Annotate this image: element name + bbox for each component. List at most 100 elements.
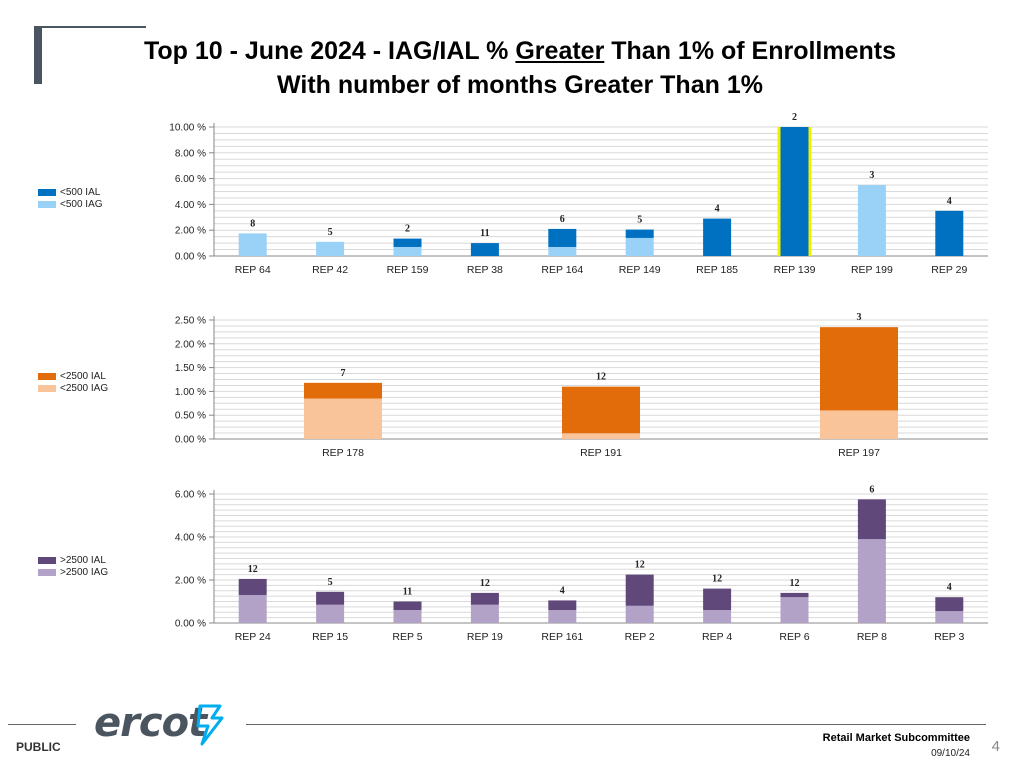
category-label: REP 29 [931, 264, 967, 276]
bar-ial [703, 588, 732, 611]
bar-ial [935, 597, 964, 612]
bar-ial [820, 327, 898, 411]
bar-iag [393, 610, 422, 623]
month-count-label: 3 [869, 170, 874, 181]
category-label: REP 64 [235, 264, 271, 276]
bar-ial [548, 228, 577, 247]
bar-ial [625, 229, 654, 238]
month-count-label: 12 [596, 372, 606, 383]
month-count-label: 2 [405, 224, 410, 235]
legend-item-500-ial: <500 IAL [38, 186, 103, 198]
legend-item-over-2500-ial: >2500 IAL [38, 554, 108, 566]
month-count-label: 8 [250, 218, 255, 229]
category-label: REP 161 [541, 631, 583, 643]
month-count-label: 12 [635, 560, 645, 571]
corner-accent-vertical [34, 28, 42, 84]
legend-swatch-2500-iag [38, 384, 56, 392]
legend-swatch-over-2500-ial [38, 556, 56, 564]
month-count-label: 6 [869, 484, 874, 495]
footer-divider-left [8, 724, 76, 725]
y-tick-label: 2.50 % [175, 316, 206, 327]
y-tick-label: 2.00 % [175, 576, 206, 587]
ercot-lightning-icon [196, 704, 224, 746]
footer-committee: Retail Market Subcommittee [822, 732, 970, 744]
bar-iag [935, 611, 964, 623]
month-count-label: 11 [403, 587, 412, 598]
category-label: REP 149 [619, 264, 661, 276]
month-count-label: 4 [715, 204, 720, 215]
bar-iag [238, 233, 267, 256]
legend-label-2500-iag: <2500 IAG [60, 382, 109, 394]
chart-under-500: 0.00 % 2.00 % 4.00 % 6.00 % 8.00 % 10.00 % 8 RE… [169, 112, 988, 276]
month-count-label: 2 [792, 112, 797, 123]
month-count-label: 12 [248, 564, 258, 575]
month-count-label: 3 [857, 312, 862, 323]
legend-swatch-500-iag [38, 200, 56, 208]
bar-iag [316, 604, 345, 623]
category-label: REP 6 [779, 631, 809, 643]
chart-under-2500: 0.00 % 0.50 % 1.00 % 1.50 % 2.00 % 2.50 % 7 REP… [175, 312, 988, 459]
bar-iag [625, 605, 654, 623]
category-label: REP 2 [625, 631, 655, 643]
y-tick-label: 0.50 % [175, 411, 206, 422]
legend-item-over-2500-iag: >2500 IAG [38, 566, 108, 578]
title-part1: Top 10 - June 2024 - IAG/IAL % [143, 37, 516, 65]
bar-ial [780, 592, 809, 598]
title-part2: Than 1% of Enrollments [604, 37, 897, 65]
category-label: REP 191 [580, 447, 622, 459]
month-count-label: 5 [328, 577, 333, 588]
bar-iag [470, 604, 499, 623]
bar-iag [857, 185, 886, 256]
bar-iag [548, 246, 577, 256]
category-label: REP 164 [541, 264, 583, 276]
month-count-label: 12 [712, 574, 722, 585]
y-tick-label: 8.00 % [175, 148, 206, 159]
chart1-legend: <500 IAL <500 IAG [38, 186, 103, 210]
legend-label-500-ial: <500 IAL [60, 186, 101, 198]
bar-iag [857, 539, 886, 623]
legend-item-500-iag: <500 IAG [38, 198, 103, 210]
bar-ial [304, 382, 382, 399]
category-label: REP 159 [387, 264, 429, 276]
bar-ial [935, 210, 964, 256]
bar-iag [238, 595, 267, 623]
legend-label-2500-ial: <2500 IAL [60, 370, 106, 382]
category-label: REP 42 [312, 264, 348, 276]
bar-ial [703, 218, 732, 256]
month-count-label: 12 [790, 578, 800, 589]
bar-iag [780, 597, 809, 623]
y-tick-label: 4.00 % [175, 533, 206, 544]
y-tick-label: 4.00 % [175, 200, 206, 211]
legend-item-2500-iag: <2500 IAG [38, 382, 108, 394]
bar-iag [304, 398, 382, 439]
month-count-label: 5 [328, 227, 333, 238]
bar-ial [780, 127, 809, 256]
legend-swatch-over-2500-iag [38, 568, 56, 576]
month-count-label: 7 [341, 368, 346, 379]
footer-divider-right [246, 724, 986, 725]
bar-iag [316, 241, 345, 256]
title-line2: With number of months Greater Than 1% [277, 71, 763, 99]
category-label: REP 38 [467, 264, 503, 276]
bar-iag [703, 610, 732, 623]
month-count-label: 4 [947, 196, 952, 207]
chart2-legend: <2500 IAL <2500 IAG [38, 370, 108, 394]
slide-title: Top 10 - June 2024 - IAG/IAL % Greater T… [60, 34, 980, 102]
month-count-label: 11 [480, 228, 489, 239]
y-tick-label: 0.00 % [175, 619, 206, 630]
legend-swatch-500-ial [38, 188, 56, 196]
corner-accent-horizontal [34, 26, 146, 28]
legend-label-500-iag: <500 IAG [60, 198, 103, 210]
footer-public-label: PUBLIC [16, 740, 61, 754]
y-tick-label: 1.50 % [175, 363, 206, 374]
y-tick-label: 2.00 % [175, 339, 206, 350]
y-tick-label: 10.00 % [169, 123, 206, 134]
legend-label-over-2500-ial: >2500 IAL [60, 554, 106, 566]
chart3-legend: >2500 IAL >2500 IAG [38, 554, 108, 578]
category-label: REP 15 [312, 631, 348, 643]
y-tick-label: 0.00 % [175, 435, 206, 446]
month-count-label: 12 [480, 578, 490, 589]
bar-ial [548, 600, 577, 611]
title-underlined-word: Greater [515, 37, 605, 65]
